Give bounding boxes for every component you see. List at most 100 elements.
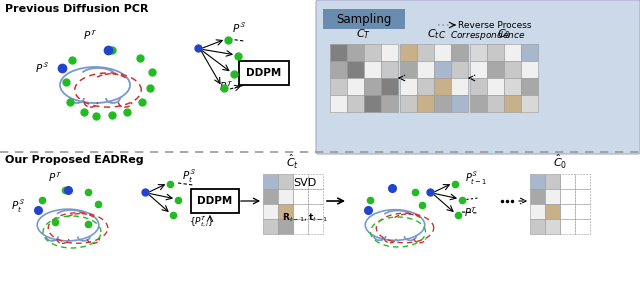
Bar <box>530 189 545 204</box>
Bar <box>347 78 364 95</box>
Bar <box>530 204 545 219</box>
Bar <box>381 44 398 61</box>
Bar <box>308 219 323 234</box>
Text: SVD: SVD <box>293 178 317 188</box>
Bar <box>293 174 308 189</box>
Bar <box>293 219 308 234</box>
Bar <box>400 95 417 112</box>
Bar <box>434 61 451 78</box>
Bar <box>521 78 538 95</box>
Bar <box>381 78 398 95</box>
Bar <box>560 219 575 234</box>
Bar <box>308 174 323 189</box>
Bar <box>330 61 347 78</box>
Bar <box>575 174 590 189</box>
Text: $\mathbf{R}_{t-1}, \mathbf{t}_{t-1}$: $\mathbf{R}_{t-1}, \mathbf{t}_{t-1}$ <box>282 212 328 224</box>
Bar <box>263 204 278 219</box>
Bar <box>545 204 560 219</box>
FancyBboxPatch shape <box>239 61 289 85</box>
Bar <box>545 219 560 234</box>
Bar <box>504 44 521 61</box>
Bar <box>330 95 347 112</box>
Bar <box>560 189 575 204</box>
Bar <box>364 44 381 61</box>
Text: DDPM: DDPM <box>197 196 232 206</box>
Bar <box>545 174 560 189</box>
Bar <box>347 95 364 112</box>
Bar <box>560 204 575 219</box>
Bar <box>434 95 451 112</box>
Bar <box>417 78 434 95</box>
Bar <box>504 61 521 78</box>
Bar <box>434 44 451 61</box>
Bar <box>451 44 468 61</box>
Bar <box>487 95 504 112</box>
Bar <box>451 95 468 112</box>
Bar <box>400 44 417 61</box>
Bar <box>417 61 434 78</box>
Bar <box>434 78 451 95</box>
Bar <box>470 95 487 112</box>
Text: $C_T$: $C_T$ <box>356 27 371 41</box>
Bar <box>278 189 293 204</box>
Bar <box>504 95 521 112</box>
Bar <box>293 189 308 204</box>
Text: $P^\mathcal{T}$: $P^\mathcal{T}$ <box>48 170 62 184</box>
Text: $P^\mathcal{S}$: $P^\mathcal{S}$ <box>232 22 246 35</box>
Bar <box>364 95 381 112</box>
Bar <box>470 61 487 78</box>
Text: Our Proposed EADReg: Our Proposed EADReg <box>5 155 143 165</box>
Text: $C_t$: $C_t$ <box>428 27 440 41</box>
Bar <box>560 174 575 189</box>
Bar <box>308 189 323 204</box>
FancyBboxPatch shape <box>191 189 239 213</box>
Bar <box>575 204 590 219</box>
Bar <box>381 95 398 112</box>
Bar <box>504 78 521 95</box>
Bar <box>293 204 308 219</box>
Bar <box>278 204 293 219</box>
Text: $P^\mathcal{T}$: $P^\mathcal{T}$ <box>464 205 477 219</box>
Bar <box>521 44 538 61</box>
Bar <box>521 95 538 112</box>
Text: $\hat{C}_t$: $\hat{C}_t$ <box>287 153 300 171</box>
Bar <box>530 219 545 234</box>
Bar <box>278 219 293 234</box>
Text: $\hat{C}_0$: $\hat{C}_0$ <box>553 153 567 171</box>
FancyBboxPatch shape <box>316 0 640 154</box>
Text: $P_t^\mathcal{S}$: $P_t^\mathcal{S}$ <box>182 169 196 185</box>
Bar <box>417 44 434 61</box>
Bar <box>470 78 487 95</box>
Text: Sampling: Sampling <box>336 13 392 26</box>
Text: $P^\mathcal{T}$: $P^\mathcal{T}$ <box>83 28 97 42</box>
Bar <box>487 61 504 78</box>
Text: $P_{t-1}^\mathcal{S}$: $P_{t-1}^\mathcal{S}$ <box>465 171 488 187</box>
Text: Reverse Process: Reverse Process <box>458 20 531 29</box>
Text: $C_0$: $C_0$ <box>497 27 511 41</box>
Bar <box>308 204 323 219</box>
Bar <box>575 189 590 204</box>
Bar <box>487 78 504 95</box>
Text: $P^\mathcal{T}$: $P^\mathcal{T}$ <box>219 79 233 93</box>
Text: DDPM: DDPM <box>246 68 282 78</box>
Bar <box>400 78 417 95</box>
Bar <box>545 189 560 204</box>
Bar <box>347 61 364 78</box>
Bar <box>263 174 278 189</box>
Text: $P_t^\mathcal{S}$: $P_t^\mathcal{S}$ <box>11 199 25 215</box>
Bar <box>381 61 398 78</box>
Bar <box>364 78 381 95</box>
Bar <box>364 61 381 78</box>
Bar <box>330 44 347 61</box>
Bar <box>400 61 417 78</box>
Bar <box>347 44 364 61</box>
Bar <box>530 174 545 189</box>
FancyBboxPatch shape <box>323 9 405 29</box>
Text: $C$  Correspondence: $C$ Correspondence <box>438 28 525 41</box>
Text: $P^\mathcal{S}$: $P^\mathcal{S}$ <box>35 61 49 74</box>
Bar <box>575 219 590 234</box>
Bar <box>417 95 434 112</box>
Bar <box>470 44 487 61</box>
Text: $\{P_{t,i}^\mathcal{T}\}$: $\{P_{t,i}^\mathcal{T}\}$ <box>189 214 215 229</box>
Bar <box>451 61 468 78</box>
